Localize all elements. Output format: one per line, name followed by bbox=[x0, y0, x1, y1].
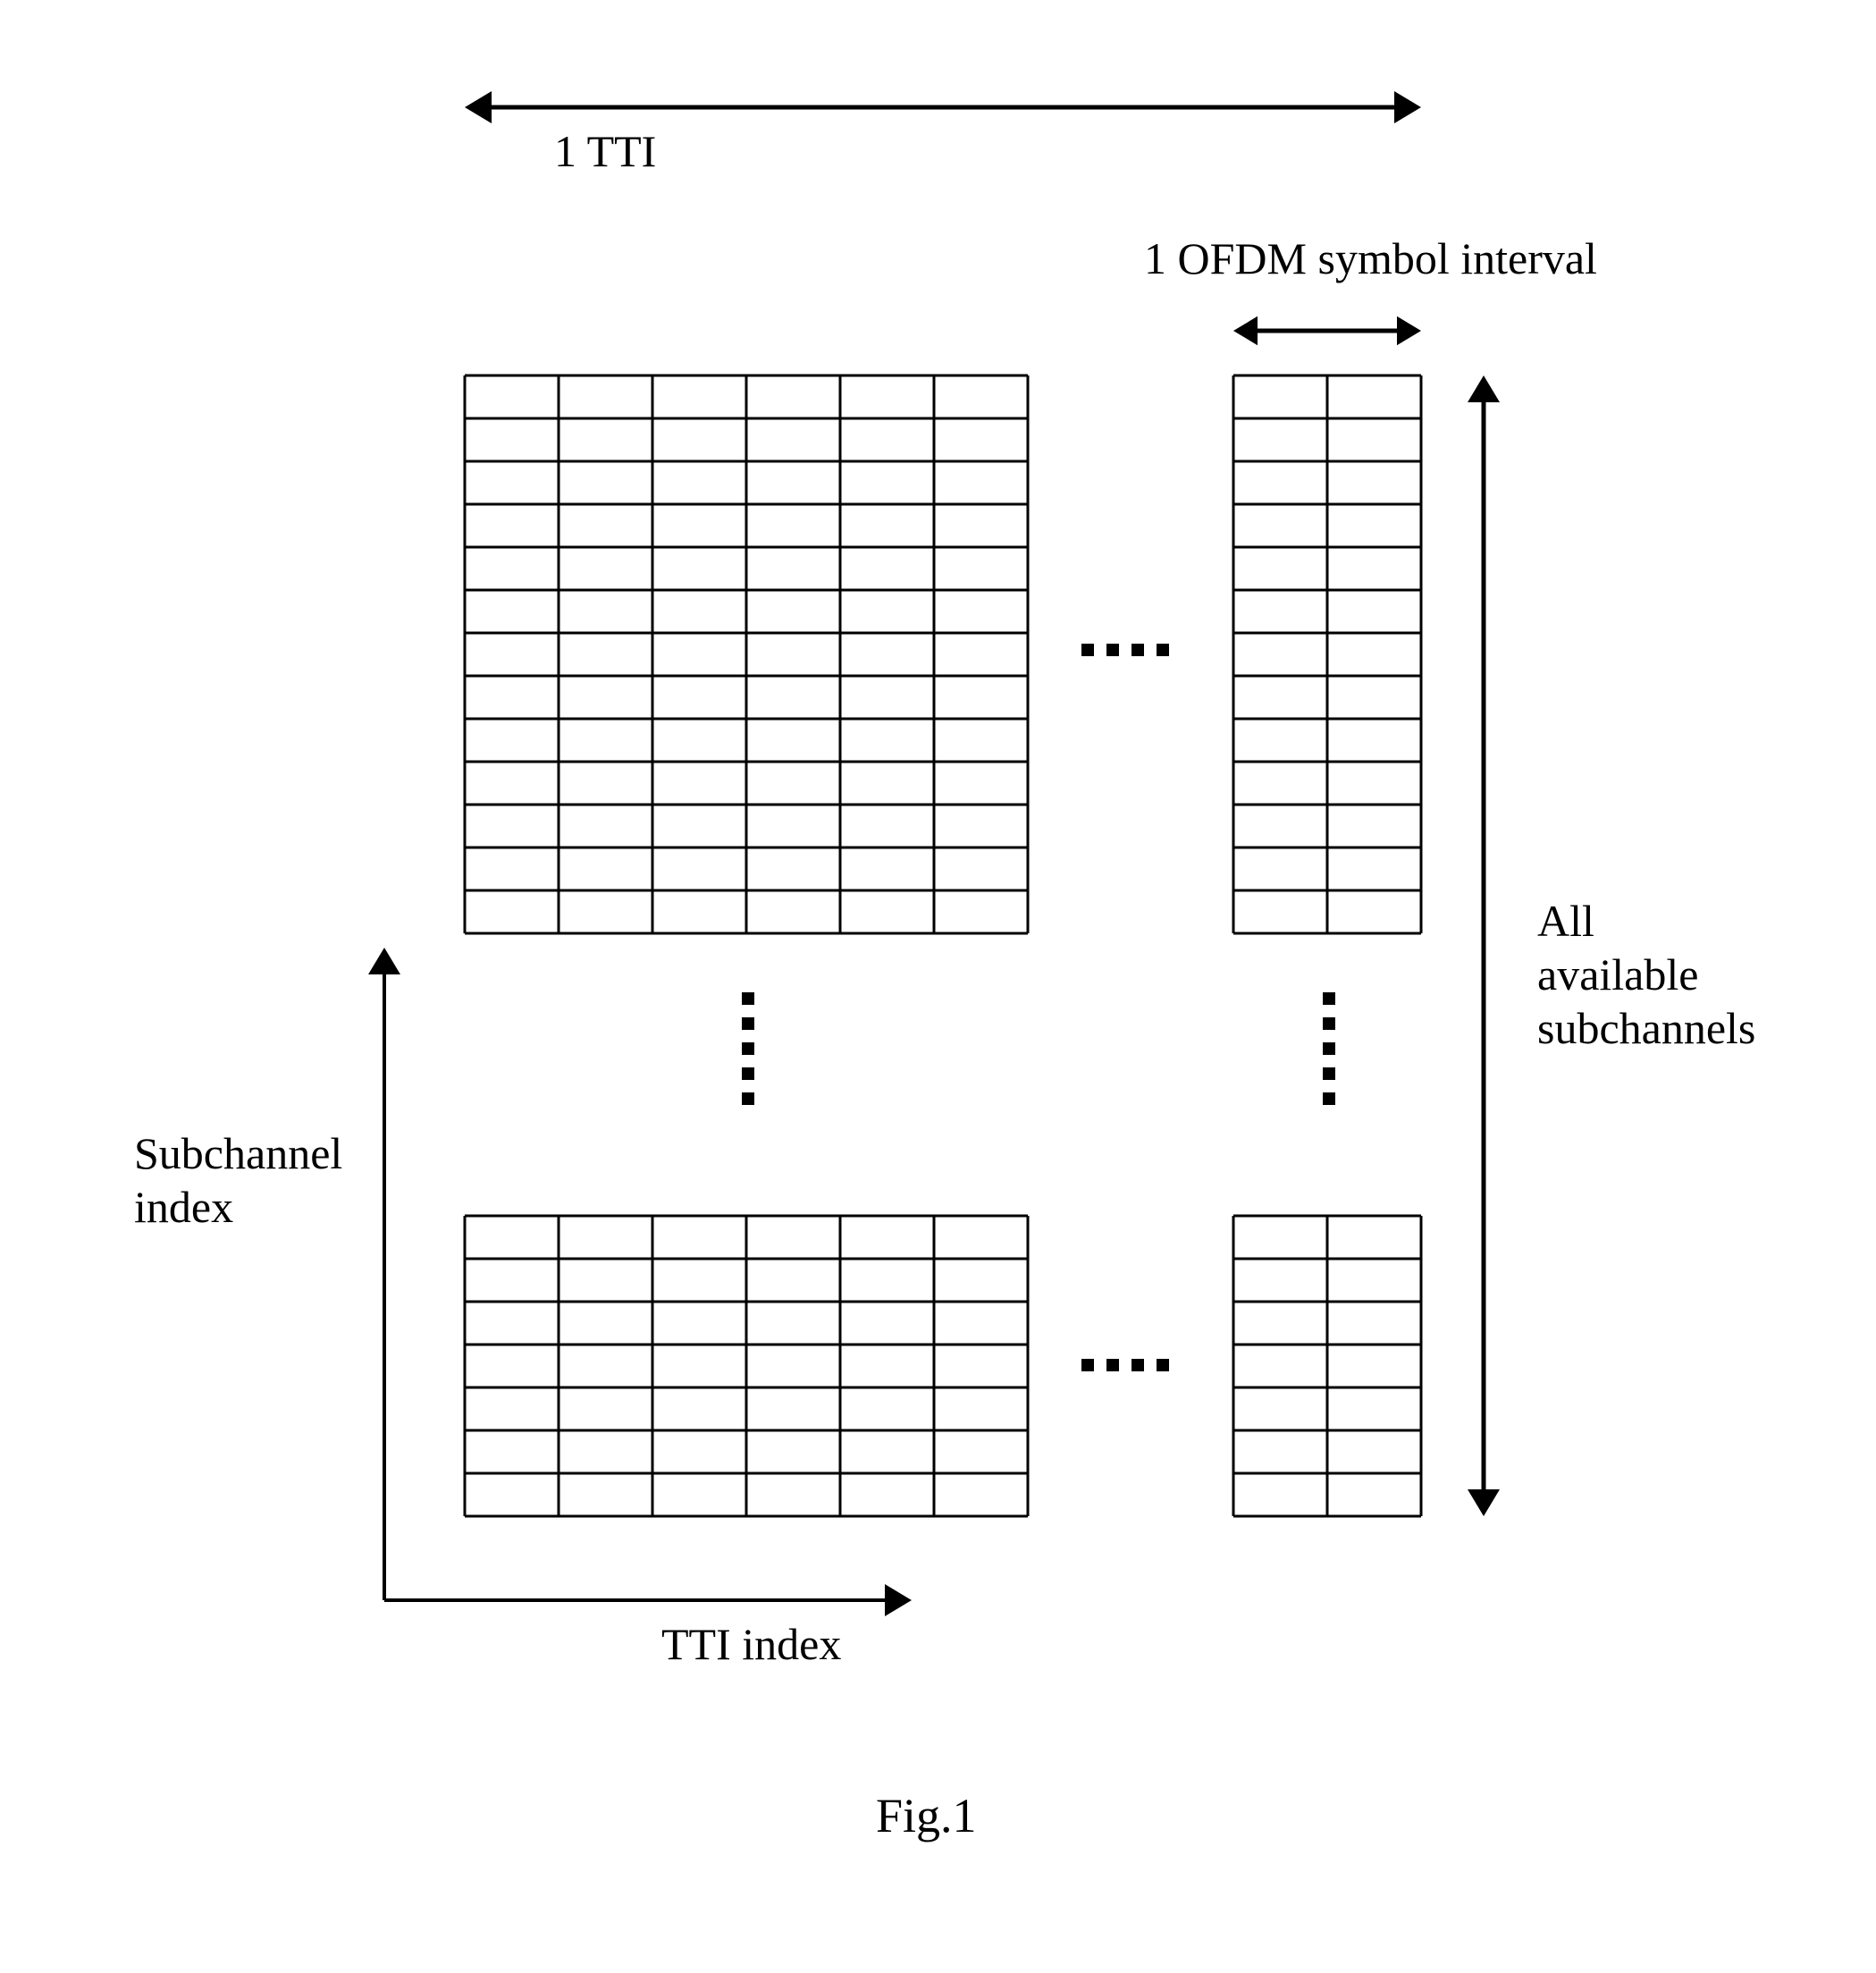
figure-caption: Fig.1 bbox=[876, 1788, 977, 1843]
label-tti-index: TTI index bbox=[661, 1618, 841, 1670]
label-tti: 1 TTI bbox=[554, 125, 656, 177]
label-all-subchannels: All available subchannels bbox=[1537, 894, 1755, 1055]
grid-top-left bbox=[465, 375, 1028, 933]
label-subchannel-index: Subchannel index bbox=[134, 1126, 342, 1234]
figure-stage: 1 TTI 1 OFDM symbol interval All available… bbox=[0, 0, 1876, 1973]
grid-bottom-left bbox=[465, 1216, 1028, 1516]
grid-top-right bbox=[1233, 375, 1421, 933]
grid-bottom-right bbox=[1233, 1216, 1421, 1516]
label-ofdm-symbol: 1 OFDM symbol interval bbox=[1144, 232, 1597, 284]
